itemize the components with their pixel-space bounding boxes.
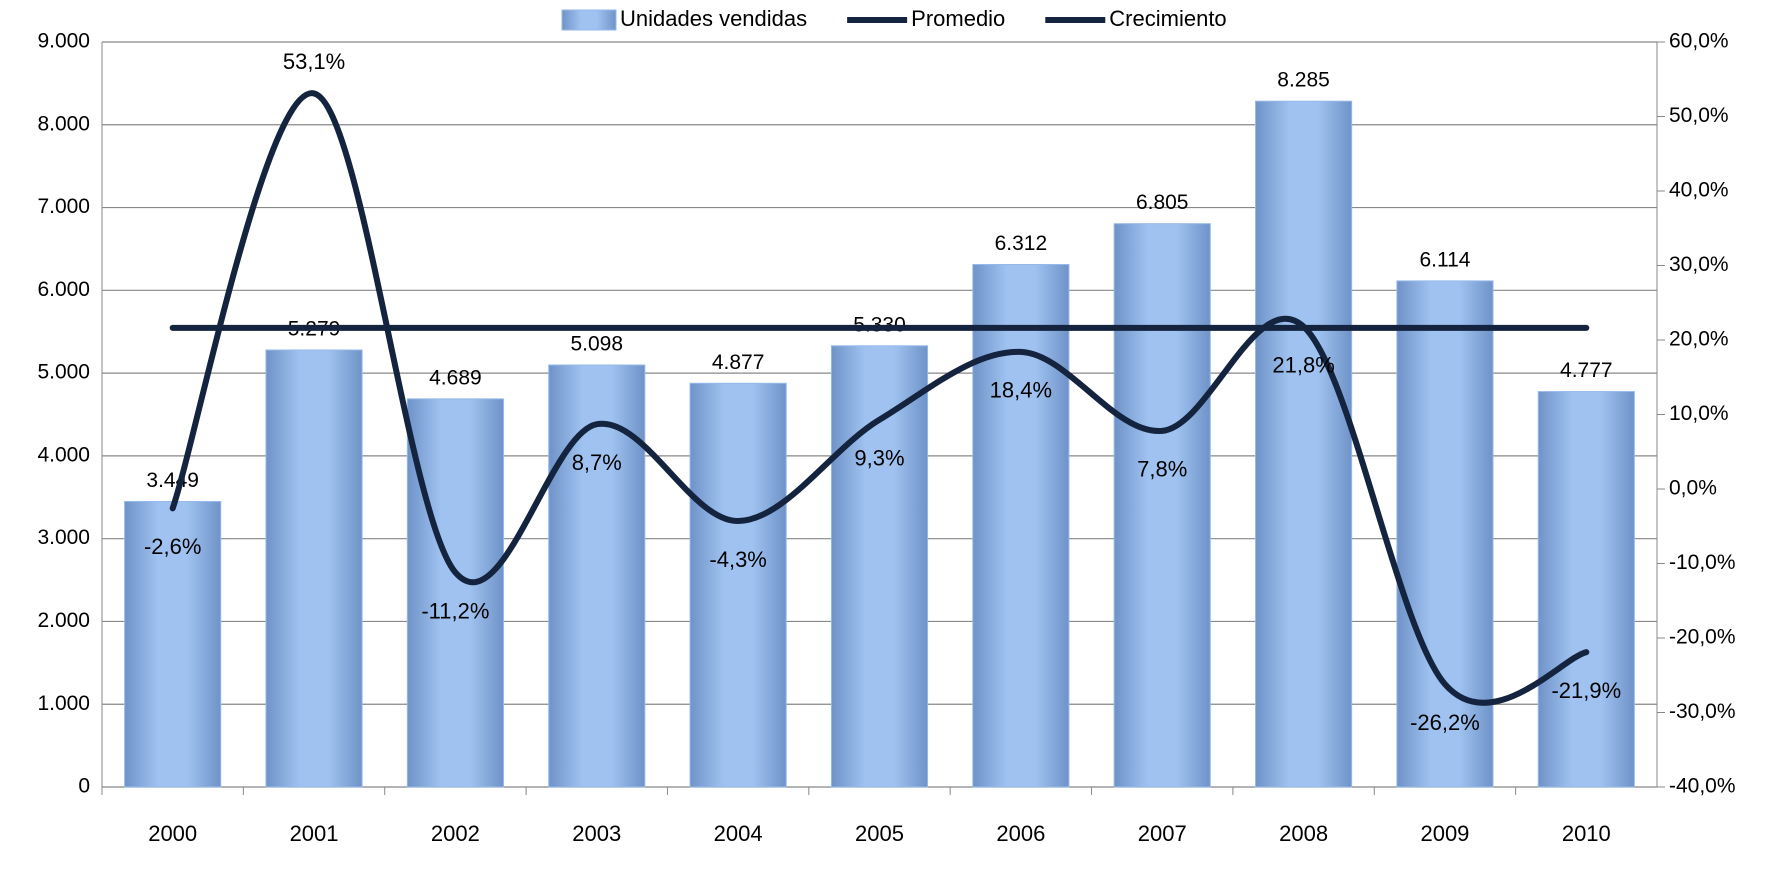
y2-tick-label: 50,0% bbox=[1669, 104, 1729, 127]
line-value-label: 7,8% bbox=[1137, 457, 1187, 482]
y-tick-label: 1.000 bbox=[37, 692, 90, 715]
line-value-label: 21,8% bbox=[1272, 352, 1334, 377]
line-value-label: 8,7% bbox=[572, 450, 622, 475]
bar bbox=[830, 345, 929, 788]
y-tick-label: 5.000 bbox=[37, 361, 90, 384]
bar bbox=[689, 382, 787, 788]
y-tick-label: 8.000 bbox=[37, 112, 90, 135]
y2-tick-label: -10,0% bbox=[1669, 551, 1736, 574]
x-tick-label: 2008 bbox=[1279, 821, 1328, 846]
y2-tick-label: 40,0% bbox=[1669, 179, 1729, 202]
bar-value-label: 6.312 bbox=[995, 232, 1048, 255]
y2-tick-label: 60,0% bbox=[1669, 30, 1729, 53]
line-value-label: -11,2% bbox=[421, 598, 489, 623]
bar-value-label: 5.098 bbox=[570, 333, 623, 356]
y-tick-label: 6.000 bbox=[37, 278, 90, 301]
x-tick-label: 2004 bbox=[714, 821, 763, 846]
bar-value-label: 6.114 bbox=[1419, 248, 1470, 271]
y-tick-label: 9.000 bbox=[37, 30, 90, 53]
x-tick-label: 2001 bbox=[290, 821, 339, 846]
bar bbox=[265, 349, 363, 788]
y2-tick-label: 10,0% bbox=[1669, 402, 1729, 425]
legend-label: Promedio bbox=[911, 6, 1005, 31]
bar bbox=[1537, 391, 1635, 788]
bar bbox=[406, 398, 504, 788]
line-value-label: 18,4% bbox=[990, 378, 1052, 403]
legend-label: Unidades vendidas bbox=[620, 6, 807, 31]
line-value-label: 9,3% bbox=[854, 446, 904, 471]
y-tick-label: 2.000 bbox=[37, 609, 90, 632]
line-value-label: -21,9% bbox=[1551, 678, 1621, 703]
line-series bbox=[169, 90, 1590, 706]
y2-tick-label: -40,0% bbox=[1669, 775, 1736, 798]
x-tick-label: 2007 bbox=[1138, 821, 1187, 846]
bar-value-label: 4.877 bbox=[712, 351, 765, 374]
line-value-label: 53,1% bbox=[283, 49, 345, 74]
bar bbox=[1255, 100, 1353, 788]
bar-value-label: 4.689 bbox=[429, 366, 482, 389]
x-tick-label: 2010 bbox=[1562, 821, 1611, 846]
y-tick-label: 0 bbox=[78, 775, 90, 798]
x-tick-label: 2005 bbox=[855, 821, 904, 846]
y2-tick-label: -20,0% bbox=[1669, 626, 1736, 649]
x-tick-label: 2009 bbox=[1420, 821, 1469, 846]
bar-value-label: 3.449 bbox=[146, 469, 199, 492]
x-tick-label: 2000 bbox=[148, 821, 197, 846]
legend-label: Crecimiento bbox=[1109, 6, 1226, 31]
line-value-label: -26,2% bbox=[1410, 710, 1480, 735]
bar bbox=[1113, 223, 1211, 788]
y-tick-label: 7.000 bbox=[37, 195, 90, 218]
y2-tick-label: 20,0% bbox=[1669, 328, 1729, 351]
line-value-label: -2,6% bbox=[144, 534, 201, 559]
y2-tick-label: -30,0% bbox=[1669, 700, 1736, 723]
bar bbox=[972, 264, 1070, 788]
legend-swatch bbox=[561, 9, 617, 31]
bar-value-label: 8.285 bbox=[1277, 69, 1330, 92]
line-value-label: -4,3% bbox=[709, 547, 766, 572]
x-tick-label: 2003 bbox=[572, 821, 621, 846]
y2-tick-label: 30,0% bbox=[1669, 253, 1729, 276]
y-tick-label: 3.000 bbox=[37, 526, 90, 549]
bar bbox=[548, 364, 646, 788]
x-tick-label: 2006 bbox=[996, 821, 1045, 846]
x-tick-label: 2002 bbox=[431, 821, 480, 846]
bar-value-label: 6.805 bbox=[1136, 191, 1189, 214]
y-tick-label: 4.000 bbox=[37, 443, 90, 466]
bar-value-label: 4.777 bbox=[1560, 359, 1613, 382]
y2-tick-label: 0,0% bbox=[1669, 477, 1717, 500]
